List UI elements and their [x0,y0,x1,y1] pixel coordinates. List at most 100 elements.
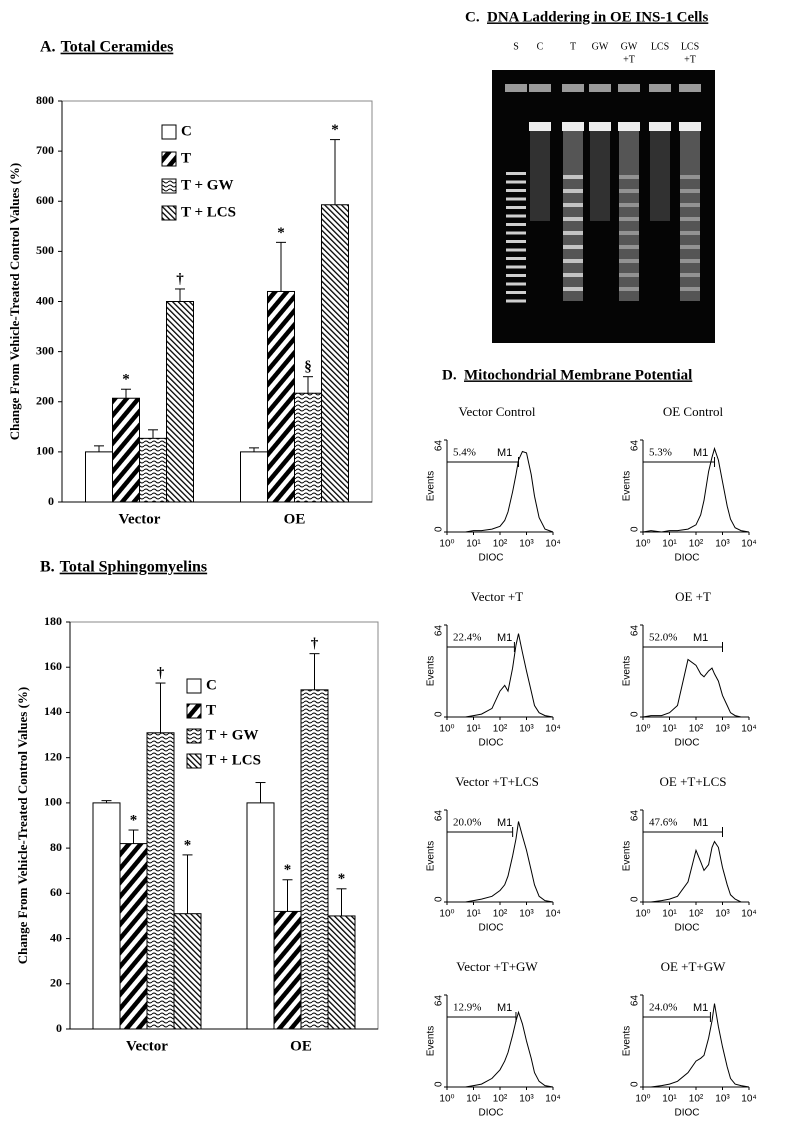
fragment-band [680,231,700,235]
fragment-band [563,231,583,235]
fragment-band [619,287,639,291]
x-tick-label: 10³ [715,909,730,920]
x-tick-label: 10³ [715,1094,730,1105]
y-tick-label: 180 [44,614,62,628]
x-tick-label: 10³ [519,539,534,550]
ladder-band [506,206,526,209]
fragment-band [619,231,639,235]
y-tick-label: 20 [50,976,62,990]
y-tick-label: 64 [434,625,445,637]
dna-smear [650,131,670,221]
x-tick-label: Vector [126,1038,168,1054]
x-tick-label: 10⁰ [635,539,650,550]
fragment-band [563,203,583,207]
dna-smear [590,131,610,221]
x-tick-label: OE [284,511,306,527]
bar [119,843,148,1030]
dna-smear [530,131,550,221]
bar [267,290,295,503]
y-tick-label: 100 [36,444,54,458]
panel-letter: D. [442,367,457,383]
fragment-band [563,287,583,291]
bar [321,204,349,503]
x-tick-label: 10³ [715,724,730,735]
dna-smear [619,131,639,301]
histogram-curve [642,446,750,533]
fragment-band [563,189,583,193]
y-tick-label: 800 [36,93,54,107]
fragment-band [563,175,583,179]
x-tick-label: 10⁴ [741,724,756,735]
fragment-band [619,245,639,249]
y-axis-label: Events [426,841,437,872]
legend-swatch [161,151,177,167]
y-tick-label: 64 [434,995,445,1007]
legend-label: C [206,677,217,693]
y-tick-label: 40 [50,930,62,944]
histogram-curve [447,633,554,718]
bar [146,732,175,1030]
x-axis-label: DIOC [479,553,504,564]
significance-mark: * [331,122,339,138]
gel-well [562,84,584,92]
y-axis-label: Events [622,1026,633,1057]
gate-label: M1 [497,1002,512,1014]
y-tick-label: 700 [36,143,54,157]
x-tick-label: 10³ [715,539,730,550]
y-tick-label: 0 [434,526,445,532]
legend-label: T [206,702,216,718]
x-tick-label: 10⁰ [635,909,650,920]
x-tick-label: 10² [493,724,508,735]
plot-title: OE +T+LCS [659,774,726,789]
significance-mark: * [277,225,285,241]
y-tick-label: 500 [36,243,54,257]
y-tick-label: 140 [44,704,62,718]
ladder-band [506,274,526,277]
genomic-band [679,122,701,131]
legend-label: T + GW [181,177,233,193]
gate-label: M1 [497,632,512,644]
significance-mark: † [311,636,319,652]
y-tick-label: 120 [44,749,62,763]
panel-title: DNA Laddering in OE INS-1 Cells [487,9,708,25]
lane-label: LCS [681,41,699,52]
fragment-band [563,217,583,221]
y-axis-label: Events [622,471,633,502]
y-tick-label: 64 [434,810,445,822]
dna-smear [680,131,700,301]
lane-label: T [570,41,576,52]
y-tick-label: 0 [434,1081,445,1087]
significance-mark: * [130,812,138,828]
bar [85,451,113,503]
lane-label: GW [621,41,638,52]
bar [240,451,268,503]
plot-title: Vector +T+LCS [455,774,539,789]
genomic-band [589,122,611,131]
y-tick-label: 0 [630,1081,641,1087]
gate-label: M1 [497,817,512,829]
x-tick-label: 10³ [519,1094,534,1105]
x-tick-label: 10² [493,539,508,550]
x-tick-label: 10⁴ [741,1094,756,1105]
y-axis-label: Events [426,471,437,502]
fragment-band [563,245,583,249]
x-tick-label: 10³ [519,909,534,920]
y-axis-label: Events [426,1026,437,1057]
gate-percent: 20.0% [453,817,481,829]
x-tick-label: 10² [689,539,704,550]
gel-well [505,84,527,92]
fragment-band [680,259,700,263]
x-tick-label: 10² [689,909,704,920]
lane-label: GW [592,41,609,52]
ladder-band [506,231,526,235]
legend-swatch [161,178,177,194]
panel-title: Total Sphingomyelins [60,559,207,576]
gate-label: M1 [497,447,512,459]
fragment-band [680,203,700,207]
y-tick-label: 0 [434,896,445,902]
x-tick-label: 10¹ [662,539,677,550]
x-tick-label: 10¹ [662,1094,677,1105]
y-tick-label: 100 [44,795,62,809]
